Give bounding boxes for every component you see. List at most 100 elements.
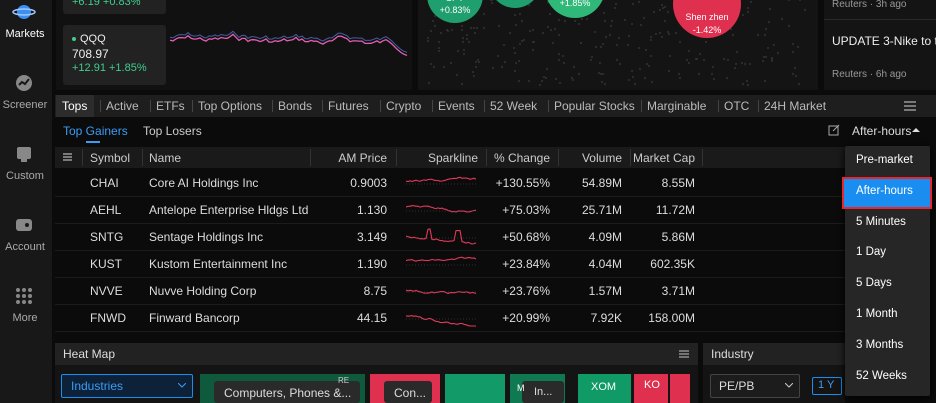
period-button[interactable] [812, 377, 842, 395]
column-header[interactable]: Name [149, 151, 182, 165]
tab-divider [641, 100, 642, 112]
sidebar-icon [16, 219, 32, 231]
table-cell: +23.84% [502, 257, 550, 271]
table-cell: 11.72M [655, 203, 695, 217]
table-row[interactable] [55, 305, 845, 332]
tab[interactable]: Futures [328, 99, 369, 113]
table-row[interactable] [55, 278, 845, 305]
sparkline [406, 315, 476, 327]
heatmap-tile[interactable] [445, 374, 505, 403]
bubble[interactable] [489, 0, 541, 8]
sidebar-item[interactable]: Account [5, 241, 45, 253]
table-cell: 0.9003 [350, 176, 387, 190]
column-header[interactable]: Volume [581, 151, 622, 165]
sidebar-item[interactable]: Markets [5, 28, 45, 40]
tab[interactable]: Bonds [278, 99, 313, 113]
table-cell: 44.15 [356, 311, 387, 325]
table-cell: AEHL [90, 203, 122, 217]
tab[interactable]: Crypto [386, 99, 422, 113]
dropdown-option[interactable]: Pre-market [856, 154, 913, 166]
heatmap-header [55, 343, 698, 365]
sidebar-icon [16, 75, 32, 91]
sidebar-item[interactable]: Screener [2, 99, 48, 111]
list-icon [904, 101, 916, 111]
watch-change: +6.19 +0.83% [72, 0, 141, 8]
sparkline [406, 289, 477, 295]
watch-price: 708.97 [72, 47, 109, 61]
group-select[interactable] [61, 374, 193, 398]
sparkline [406, 228, 477, 245]
table-cell: NVVE [90, 284, 123, 298]
table-cell: 25.71M [581, 203, 622, 217]
watch-card [63, 25, 166, 85]
heatmap-tile[interactable] [634, 374, 668, 403]
metric-select[interactable] [710, 374, 800, 398]
dropdown-option[interactable]: After-hours [856, 184, 913, 197]
column-header[interactable]: % Change [493, 151, 550, 165]
tab[interactable]: OTC [724, 99, 750, 113]
menu-icon [63, 153, 72, 161]
subtab-underline [86, 141, 100, 143]
table-cell: 7.92K [590, 311, 622, 325]
table-cell: +75.03% [502, 203, 550, 217]
sidebar-item[interactable]: Custom [6, 170, 44, 182]
dropdown-option[interactable]: 3 Months [856, 338, 904, 351]
watch-symbol: QQQ [80, 33, 106, 45]
tab-divider [272, 100, 273, 112]
tile-label: KO [644, 379, 660, 391]
tab[interactable]: Events [438, 99, 475, 113]
news-title[interactable]: UPDATE 3-Nike to tig [832, 34, 936, 48]
dropdown-option[interactable]: 1 Day [856, 246, 887, 259]
tab[interactable]: 52 Week [490, 99, 538, 113]
session-select[interactable]: After-hours [852, 124, 912, 138]
sidebar [0, 0, 52, 403]
dropdown-option[interactable]: 5 Days [856, 277, 892, 290]
table-cell: 1.130 [356, 203, 387, 217]
news-divider [824, 19, 936, 20]
column-divider [486, 149, 487, 166]
table-row[interactable] [55, 224, 845, 251]
tab[interactable]: Top Options [198, 99, 263, 113]
subtab[interactable]: Top Losers [143, 124, 202, 138]
heatmap-tile[interactable] [670, 374, 690, 403]
bubble-change: +1.85% [559, 0, 591, 8]
bubble[interactable] [427, 0, 483, 23]
table-cell: Core AI Holdings Inc [149, 176, 259, 190]
table-cell: SNTG [90, 230, 124, 244]
table-cell: +23.76% [502, 284, 550, 298]
subtab[interactable]: Top Gainers [63, 124, 128, 138]
table-cell: Nuvve Holding Corp [149, 284, 257, 298]
tab-divider [718, 100, 719, 112]
bubble[interactable] [545, 0, 605, 18]
table-cell: 4.09M [588, 230, 622, 244]
tab[interactable]: ETFs [156, 99, 185, 113]
heatmap-tile[interactable] [578, 374, 631, 403]
tab[interactable]: 24H Market [764, 99, 827, 113]
column-header[interactable]: Symbol [90, 151, 131, 165]
dropdown-option[interactable]: 52 Weeks [856, 369, 907, 382]
world-map [427, 0, 806, 86]
column-header[interactable]: AM Price [338, 151, 387, 165]
table-cell: 3.71M [661, 284, 695, 298]
table-cell: Sentage Holdings Inc [149, 230, 264, 244]
tab[interactable]: Active [106, 99, 139, 113]
table-row[interactable] [55, 251, 845, 278]
column-header[interactable]: Sparkline [427, 151, 479, 165]
dropdown-option[interactable]: 5 Minutes [856, 215, 906, 228]
price-chart [169, 30, 408, 57]
tab[interactable]: Popular Stocks [554, 99, 635, 113]
tile-label: RE [338, 376, 350, 385]
column-header[interactable]: Market Cap [632, 151, 695, 165]
table-row[interactable] [55, 197, 845, 224]
dropdown-option[interactable]: 1 Month [856, 308, 898, 320]
table-cell: 3.149 [356, 230, 387, 244]
table-cell: FNWD [90, 311, 126, 325]
tab[interactable]: Tops [62, 99, 88, 113]
tab[interactable]: Marginable [647, 99, 707, 113]
sidebar-item[interactable]: More [12, 312, 38, 324]
table-cell: 5.86M [661, 230, 695, 244]
table-row[interactable] [55, 170, 845, 197]
tile-label-bg [214, 381, 360, 403]
bubble-label: Shen zhen [685, 12, 729, 22]
caret [912, 128, 920, 132]
